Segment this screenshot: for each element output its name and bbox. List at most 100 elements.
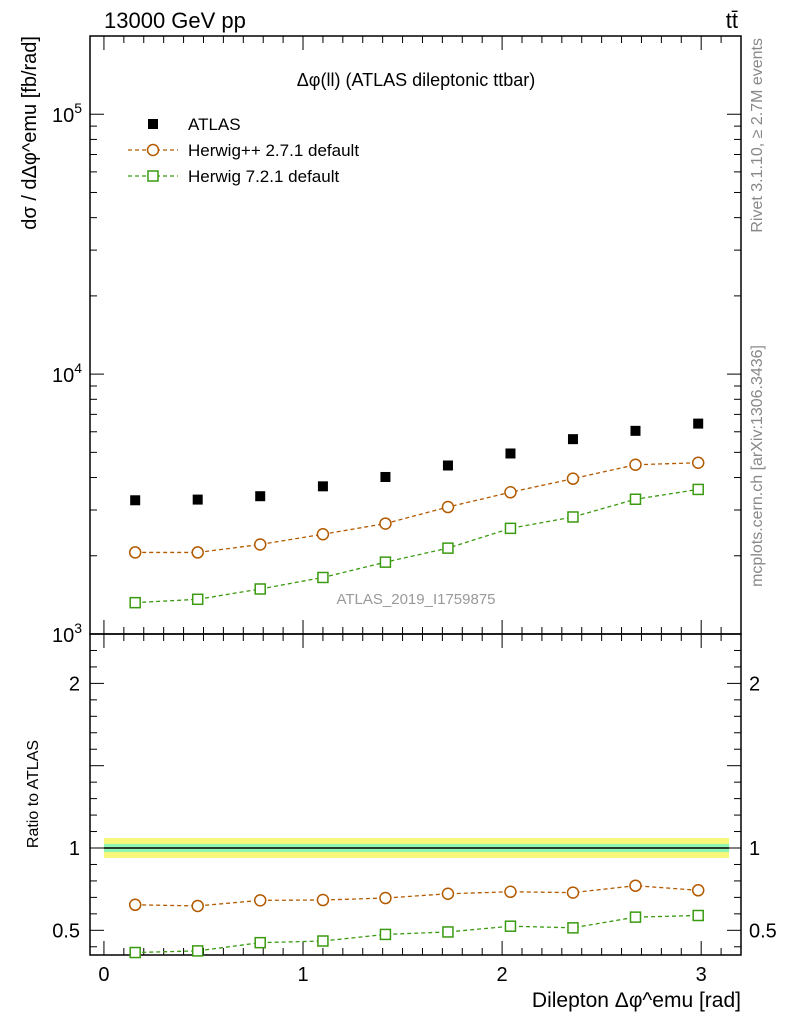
side-label-top: Rivet 3.1.10, ≥ 2.7M events xyxy=(749,38,766,233)
ratio-data-point xyxy=(191,945,204,957)
main-y-tick-label: 105 xyxy=(52,100,82,127)
x-tick-label: 1 xyxy=(297,964,308,986)
legend-marker xyxy=(146,143,160,157)
ratio-data-point xyxy=(379,891,392,905)
x-tick-label: 3 xyxy=(696,964,707,986)
data-point xyxy=(192,494,203,505)
watermark: ATLAS_2019_I1759875 xyxy=(336,591,495,608)
data-point xyxy=(693,418,704,429)
process-label: tt̄ xyxy=(726,8,738,33)
data-point xyxy=(191,546,204,559)
ratio-y-tick-label-right: 2 xyxy=(749,673,760,695)
ratio-data-point xyxy=(316,893,330,907)
legend: ATLAS Herwig++ 2.7.1 default Herwig 7.2.1 … xyxy=(128,115,359,186)
data-point xyxy=(130,495,141,506)
data-point xyxy=(505,448,516,459)
energy-label: 13000 GeV pp xyxy=(104,8,246,33)
main-y-tick-label: 103 xyxy=(52,620,82,647)
legend-label: Herwig 7.2.1 default xyxy=(188,167,339,186)
x-tick-label: 2 xyxy=(497,964,508,986)
x-tick-label: 0 xyxy=(98,964,109,986)
main-y-ticks: 103 104 105 xyxy=(52,35,741,647)
ratio-data-point xyxy=(129,946,141,959)
main-plot-title: Δφ(ll) (ATLAS dileptonic ttbar) xyxy=(297,70,535,90)
data-point xyxy=(629,493,642,505)
ratio-y-axis-label: Ratio to ATLAS xyxy=(25,740,42,848)
ratio-data-point xyxy=(629,911,642,923)
data-point xyxy=(567,434,578,445)
main-y-axis-label: dσ / dΔφ^emu [fb/rad] xyxy=(19,36,41,230)
main-x-ticks xyxy=(103,36,722,634)
ratio-series-line xyxy=(135,885,699,907)
legend-marker xyxy=(147,170,159,182)
ratio-y-tick-label: 0.5 xyxy=(52,920,80,942)
data-point xyxy=(504,522,517,535)
data-point xyxy=(253,538,267,551)
data-point xyxy=(442,460,453,471)
ratio-uncertainty-bands xyxy=(103,838,730,858)
data-point xyxy=(317,481,328,492)
data-point xyxy=(379,517,392,530)
data-point xyxy=(442,542,454,554)
series-0 xyxy=(130,418,704,506)
series-line xyxy=(135,462,699,554)
ratio-series-line xyxy=(135,914,699,954)
data-point xyxy=(191,593,204,606)
data-point xyxy=(692,483,704,496)
data-point xyxy=(567,511,579,523)
data-point xyxy=(630,425,641,436)
ratio-series-layer xyxy=(128,879,705,959)
ratio-plot-frame xyxy=(89,633,742,956)
data-point xyxy=(566,472,580,485)
ratio-data-point xyxy=(692,909,704,922)
ratio-data-point xyxy=(567,922,579,934)
data-point xyxy=(254,583,266,595)
ratio-data-point xyxy=(254,936,266,949)
data-point xyxy=(380,471,391,482)
main-y-tick-label: 104 xyxy=(52,360,82,387)
data-point xyxy=(441,500,455,514)
x-axis-label: Dilepton Δφ^emu [rad] xyxy=(532,989,741,1012)
ratio-data-point xyxy=(504,920,517,932)
series-line xyxy=(135,488,699,604)
legend-entry: Herwig++ 2.7.1 default xyxy=(128,141,359,160)
legend-entry: Herwig 7.2.1 default xyxy=(128,167,339,186)
ratio-data-point xyxy=(317,935,329,947)
ratio-data-point xyxy=(253,894,267,907)
ratio-series-0 xyxy=(128,879,705,913)
ratio-data-point xyxy=(504,885,517,899)
data-point xyxy=(255,491,266,502)
legend-entry: ATLAS xyxy=(148,115,241,134)
data-point xyxy=(504,486,517,499)
ratio-y-tick-label-right: 0.5 xyxy=(749,920,777,942)
main-panel: 103 104 105 Δφ(ll) (ATLAS dileptonic ttbar… xyxy=(19,35,742,647)
ratio-y-tick-label: 2 xyxy=(69,673,80,695)
ratio-data-point xyxy=(442,926,454,938)
legend-marker xyxy=(148,119,158,129)
legend-label: Herwig++ 2.7.1 default xyxy=(188,141,359,160)
ratio-data-point xyxy=(691,884,705,897)
ratio-data-point xyxy=(441,887,455,901)
ratio-data-point xyxy=(629,879,642,892)
ratio-x-ticks: 0 1 2 3 xyxy=(98,634,722,986)
ratio-data-point xyxy=(191,899,204,913)
data-point xyxy=(316,528,330,541)
ratio-data-point xyxy=(379,928,392,941)
ratio-y-tick-label: 1 xyxy=(69,838,80,860)
ratio-y-ticks: 0.5 0.5 1 1 2 2 xyxy=(52,633,777,948)
ratio-panel: 0.5 0.5 1 1 2 2 0 1 2 3 Ratio to ATLAS Dilepton … xyxy=(25,633,777,1012)
series-1 xyxy=(128,456,705,559)
ratio-series-1 xyxy=(129,909,704,959)
series-2 xyxy=(129,483,704,609)
data-point xyxy=(128,546,142,559)
ratio-data-point xyxy=(566,886,580,899)
data-point xyxy=(629,458,642,471)
ratio-y-tick-label-right: 1 xyxy=(749,838,760,860)
legend-label: ATLAS xyxy=(188,115,241,134)
ratio-data-point xyxy=(128,898,142,912)
data-point xyxy=(129,596,141,609)
data-point xyxy=(317,571,329,584)
data-point xyxy=(691,456,705,469)
side-label-bottom: mcplots.cern.ch [arXiv:1306.3436] xyxy=(749,345,766,587)
